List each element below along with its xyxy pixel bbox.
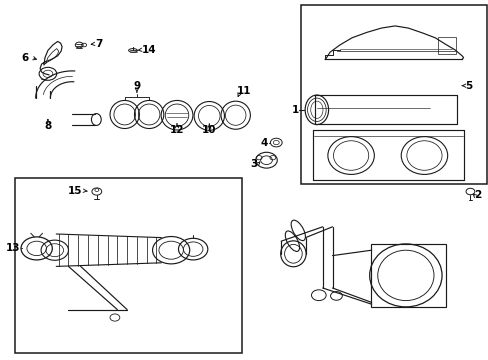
Text: 8: 8 — [44, 121, 51, 131]
Bar — [15, 178, 242, 353]
Text: 13: 13 — [6, 243, 20, 253]
Bar — [437, 37, 455, 54]
Text: 10: 10 — [202, 125, 216, 135]
Text: 11: 11 — [237, 86, 251, 96]
Text: 5: 5 — [464, 81, 471, 91]
Text: 15: 15 — [67, 186, 82, 196]
Text: 6: 6 — [22, 53, 29, 63]
Text: 3: 3 — [249, 159, 257, 169]
Bar — [370, 244, 446, 307]
Text: 1: 1 — [291, 105, 298, 115]
Text: 12: 12 — [169, 125, 184, 135]
Text: 9: 9 — [133, 81, 140, 91]
Text: 2: 2 — [473, 190, 480, 200]
Bar — [300, 5, 486, 184]
Text: 7: 7 — [95, 39, 102, 49]
Text: 14: 14 — [142, 45, 156, 55]
Text: 4: 4 — [260, 138, 267, 148]
